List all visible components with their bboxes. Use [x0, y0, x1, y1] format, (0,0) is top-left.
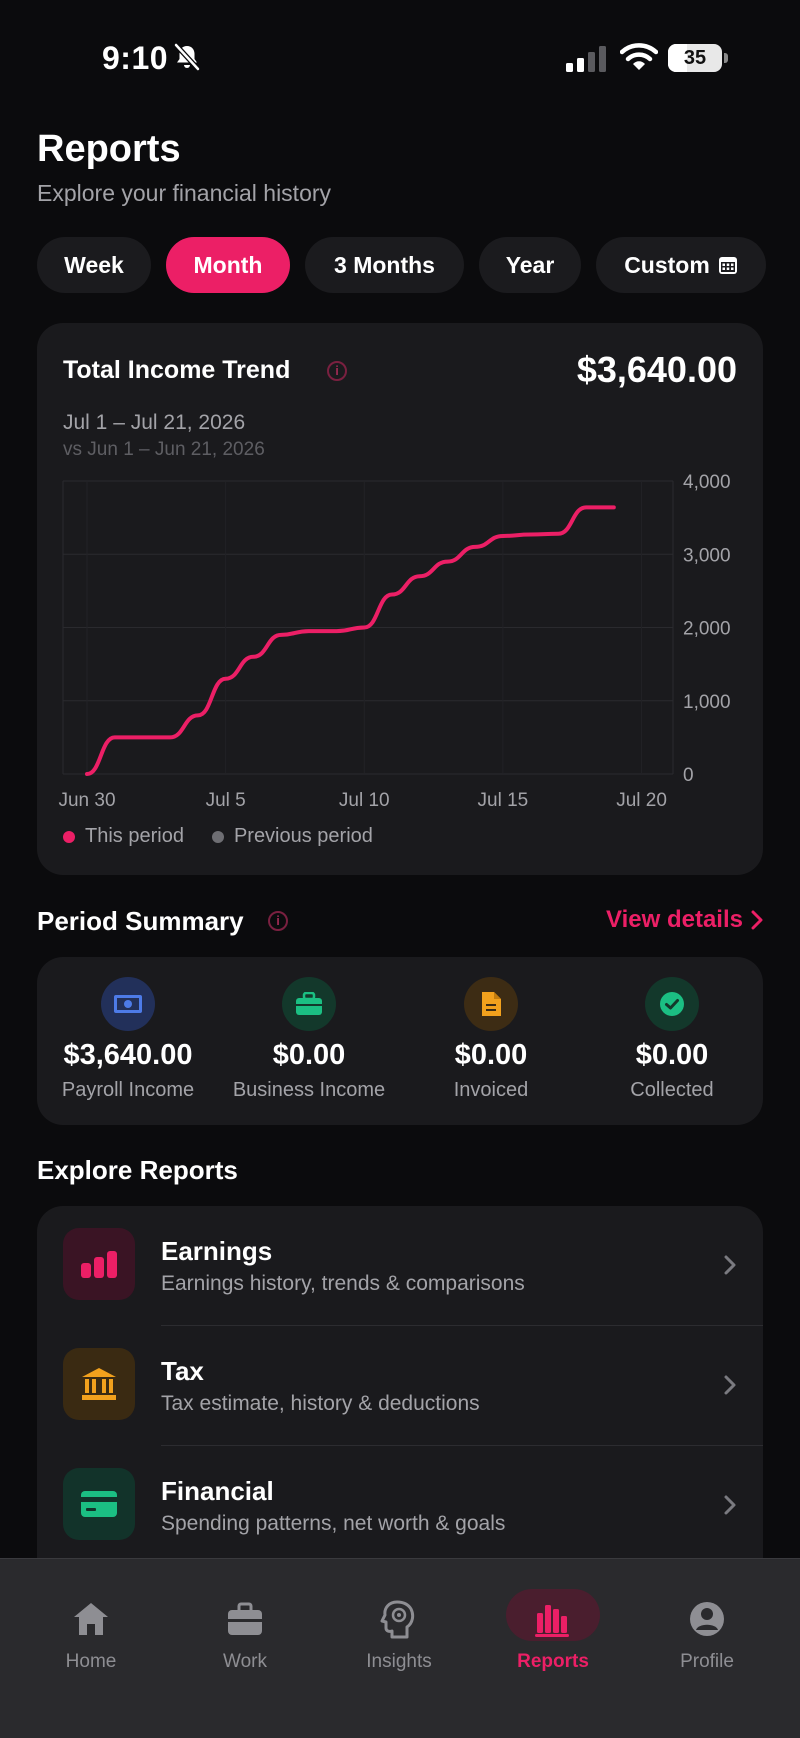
x-tick-label: Jul 10	[339, 790, 390, 811]
chevron-right-icon	[751, 910, 763, 930]
bar-chart-icon	[535, 1605, 569, 1637]
report-earnings[interactable]: Earnings Earnings history, trends & comp…	[37, 1206, 763, 1326]
period-summary-card: $3,640.00 Payroll Income $0.00 Business …	[37, 957, 763, 1125]
summary-business-income: $0.00 Business Income	[218, 957, 400, 1125]
info-icon[interactable]: i	[268, 911, 288, 931]
divider	[161, 1325, 763, 1326]
calendar-icon	[718, 257, 737, 274]
legend-dot	[211, 830, 224, 843]
summary-payroll-income: $3,640.00 Payroll Income	[37, 957, 219, 1125]
status-bar: 9:10 35	[0, 0, 800, 110]
chart-compare-range: vs Jun 1 – Jun 21, 2026	[63, 439, 265, 460]
explore-reports-title: Explore Reports	[37, 1155, 238, 1185]
chevron-right-icon	[724, 1255, 736, 1275]
cellular-signal-icon	[566, 46, 606, 72]
nav-profile[interactable]: Profile	[642, 1589, 772, 1689]
summary-invoiced: $0.00 Invoiced	[400, 957, 582, 1125]
legend-previous-period: Previous period	[211, 825, 373, 848]
document-icon	[464, 977, 518, 1031]
period-tabs: Week Month 3 Months Year Custom	[37, 237, 766, 293]
check-circle-icon	[645, 977, 699, 1031]
report-tax[interactable]: Tax Tax estimate, history & deductions	[37, 1326, 763, 1446]
income-trend-card: 0 1,000 2,000 3,000 4,000 Jun 30 Jul 5 Jul 10 Ju…	[37, 323, 763, 875]
nav-home[interactable]: Home	[26, 1589, 156, 1689]
y-tick-label: 4,000	[683, 472, 731, 493]
page-subtitle: Explore your financial history	[37, 180, 332, 206]
status-time: 9:10	[102, 40, 169, 76]
info-icon[interactable]: i	[327, 361, 347, 381]
y-tick-label: 3,000	[683, 545, 731, 566]
chevron-right-icon	[724, 1495, 736, 1515]
chevron-right-icon	[724, 1375, 736, 1395]
y-tick-label: 0	[683, 765, 694, 786]
nav-insights[interactable]: Insights	[334, 1589, 464, 1689]
summary-collected: $0.00 Collected	[581, 957, 763, 1125]
period-summary-title: Period Summary	[37, 906, 244, 936]
battery-icon: 35	[668, 44, 728, 72]
wifi-icon	[620, 43, 658, 70]
briefcase-icon	[228, 1602, 262, 1635]
chart-title: Total Income Trend	[63, 356, 291, 384]
series-line-this-period	[85, 505, 616, 776]
battery-level: 35	[683, 47, 707, 69]
x-tick-label: Jun 30	[58, 790, 115, 811]
bar-chart-icon	[63, 1228, 135, 1300]
credit-card-icon	[63, 1468, 135, 1540]
x-tick-label: Jul 15	[478, 790, 529, 811]
home-icon	[74, 1603, 108, 1635]
income-trend-chart: 0 1,000 2,000 3,000 4,000 Jun 30 Jul 5 Jul 10 Ju…	[58, 472, 731, 811]
tab-week[interactable]: Week	[37, 237, 151, 293]
legend-dot	[63, 830, 75, 843]
legend-this-period: This period	[63, 825, 184, 848]
tab-month[interactable]: Month	[166, 237, 290, 293]
x-tick-label: Jul 5	[206, 790, 246, 811]
nav-work[interactable]: Work	[180, 1589, 310, 1689]
briefcase-icon	[282, 977, 336, 1031]
explore-reports-list: Earnings Earnings history, trends & comp…	[37, 1206, 763, 1566]
brain-icon	[380, 1600, 415, 1639]
bank-icon	[63, 1348, 135, 1420]
y-tick-label: 2,000	[683, 619, 731, 640]
cash-icon	[101, 977, 155, 1031]
x-tick-label: Jul 20	[616, 790, 667, 811]
nav-reports[interactable]: Reports	[488, 1589, 618, 1689]
chart-legend: This period Previous period	[63, 825, 373, 848]
y-tick-label: 1,000	[683, 692, 731, 713]
divider	[161, 1445, 763, 1446]
report-financial[interactable]: Financial Spending patterns, net worth &…	[37, 1446, 763, 1566]
bell-off-icon	[174, 43, 200, 71]
tab-3-months[interactable]: 3 Months	[305, 237, 464, 293]
user-icon	[690, 1602, 724, 1636]
page-title: Reports	[37, 128, 181, 170]
chart-date-range: Jul 1 – Jul 21, 2026	[63, 411, 246, 434]
tab-year[interactable]: Year	[479, 237, 581, 293]
bottom-tab-bar: Home Work Insights Reports	[0, 1558, 800, 1738]
tab-custom[interactable]: Custom	[596, 237, 766, 293]
view-details-link[interactable]: View details	[606, 906, 763, 934]
chart-total: $3,640.00	[576, 349, 737, 390]
